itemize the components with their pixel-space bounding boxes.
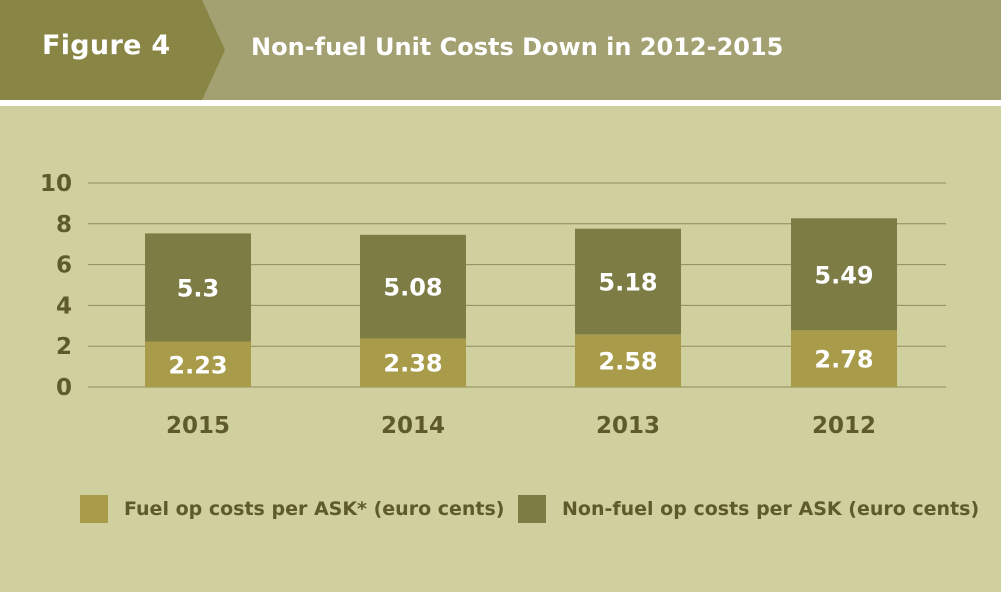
legend-item-fuel: Fuel op costs per ASK* (euro cents) bbox=[80, 494, 505, 524]
y-tick-label: 8 bbox=[56, 212, 72, 238]
data-label: 2.58 bbox=[598, 348, 657, 376]
x-tick-label: 2015 bbox=[166, 413, 230, 439]
bar-segment-nonfuel bbox=[575, 228, 681, 335]
data-label: 5.3 bbox=[177, 274, 220, 302]
x-tick-label: 2012 bbox=[812, 413, 876, 439]
bar-segment-fuel bbox=[791, 330, 897, 387]
legend-item-nonfuel: Non-fuel op costs per ASK (euro cents) bbox=[518, 494, 979, 524]
y-tick-label: 10 bbox=[40, 171, 72, 197]
y-tick-label: 2 bbox=[56, 334, 72, 360]
legend-swatch-fuel bbox=[80, 495, 108, 523]
figure-label-tab bbox=[0, 0, 225, 100]
bar-segment-fuel bbox=[360, 338, 466, 387]
bar-segment-nonfuel bbox=[360, 234, 466, 339]
y-tick-label: 6 bbox=[56, 253, 72, 279]
x-tick-label: 2013 bbox=[596, 413, 660, 439]
y-tick-label: 0 bbox=[56, 375, 72, 401]
bar-segment-nonfuel bbox=[791, 218, 897, 331]
legend-label-fuel: Fuel op costs per ASK* (euro cents) bbox=[124, 498, 505, 520]
bar-segment-fuel bbox=[145, 341, 251, 387]
data-label: 2.38 bbox=[383, 350, 442, 378]
figure-header: Figure 4 Non-fuel Unit Costs Down in 201… bbox=[0, 0, 1001, 100]
figure-label: Figure 4 bbox=[42, 30, 171, 61]
bar-segment-nonfuel bbox=[145, 233, 251, 342]
data-label: 5.18 bbox=[598, 269, 657, 297]
y-tick-label: 4 bbox=[56, 293, 72, 319]
data-label: 5.08 bbox=[383, 274, 442, 302]
x-tick-label: 2014 bbox=[381, 413, 445, 439]
data-label: 2.23 bbox=[168, 351, 227, 379]
data-label: 5.49 bbox=[814, 261, 873, 289]
legend-swatch-nonfuel bbox=[518, 495, 546, 523]
bar-segment-fuel bbox=[575, 334, 681, 387]
data-label: 2.78 bbox=[814, 346, 873, 374]
chart-title: Non-fuel Unit Costs Down in 2012-2015 bbox=[251, 33, 784, 61]
legend-label-nonfuel: Non-fuel op costs per ASK (euro cents) bbox=[562, 498, 980, 520]
